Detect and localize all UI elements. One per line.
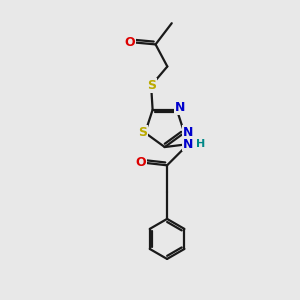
Text: S: S [147,79,156,92]
Text: N: N [175,101,186,114]
Text: S: S [138,126,147,139]
Text: O: O [124,35,135,49]
Text: O: O [135,156,146,169]
Text: N: N [183,138,194,151]
Text: N: N [183,126,193,139]
Text: H: H [196,139,205,149]
